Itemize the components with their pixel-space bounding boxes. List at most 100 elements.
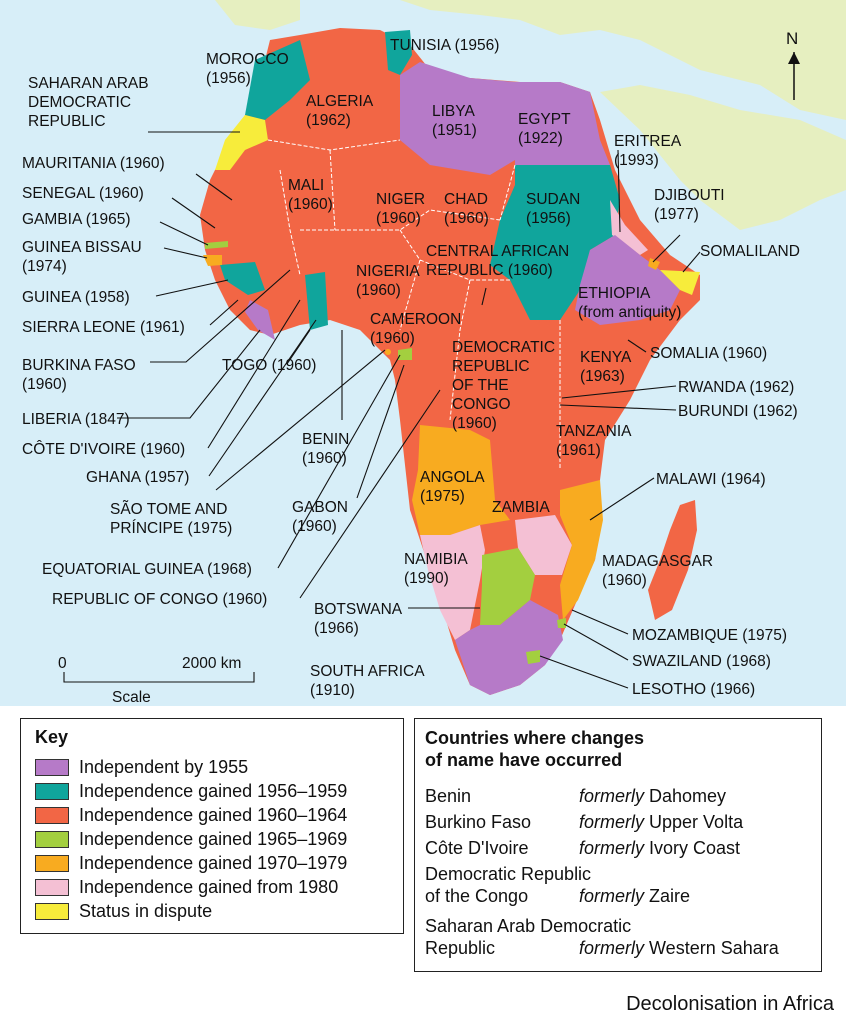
sao-tome-island [385,349,391,355]
europe-land [250,0,846,120]
current-name: Burkino Faso [425,812,532,832]
guinea-region [220,262,265,295]
label-line: SENEGAL (1960) [22,185,144,202]
label-line: (1960) [356,282,401,299]
name-changes-panel: Countries where changes of name have occ… [414,718,822,972]
sudan-region [490,165,620,320]
label-line: GUINEA BISSAU [22,239,142,256]
label-line: (1977) [654,206,699,223]
key-label: Independence gained 1960–1964 [79,804,348,825]
label-line: (1960) [376,210,421,227]
label-line: (1922) [518,130,563,147]
scale-label: Scale [112,689,151,706]
label-zambia: ZAMBIA [492,499,550,516]
label-line: (1960) [444,210,489,227]
label-lesotho: LESOTHO (1966) [632,681,755,698]
label-line: BOTSWANA [314,601,403,618]
label-line: EGYPT [518,111,571,128]
label-benin: BENIN (1960) [302,431,349,467]
name-changes-title: Countries where changes of name have occ… [425,728,645,770]
label-line: BENIN [302,431,349,448]
label-sierra-leone: SIERRA LEONE (1961) [22,319,185,336]
djibouti-region [648,258,660,270]
key-label: Status in dispute [79,900,213,921]
key-swatch [35,878,69,896]
scale-bar: 0 2000 km Scale [58,655,255,706]
label-line: REPUBLIC OF CONGO (1960) [52,591,267,608]
madagascar-region [648,500,697,620]
label-algeria: ALGERIA (1962) [306,93,374,129]
label-cote-divoire: CÔTE D'IVOIRE (1960) [22,441,185,458]
label-line: (1960) [22,376,67,393]
key-item: Independence gained 1956–1959 [35,781,347,801]
current-name: Saharan Arab Democratic Republic [425,916,632,958]
south-africa-region [455,600,563,695]
label-somaliland: SOMALILAND [700,243,800,260]
label-line: (1960) [370,330,415,347]
label-republic-of-congo: REPUBLIC OF CONGO (1960) [52,591,267,608]
current-name: Democratic Republic of the Congo [425,864,592,906]
label-line: EQUATORIAL GUINEA (1968) [42,561,252,578]
label-line: MALAWI (1964) [656,471,766,488]
label-line: MOZAMBIQUE (1975) [632,627,787,644]
label-line: OF THE [452,377,509,394]
former-name: formerly Western Sahara [579,938,779,958]
mozambique-region [560,480,603,620]
label-kenya: KENYA (1963) [580,349,632,385]
label-senegal: SENEGAL (1960) [22,185,144,202]
key-swatch [35,854,69,872]
label-line: BURKINA FASO [22,357,136,374]
label-line: CHAD [444,191,488,208]
leader-lines [117,131,701,689]
scale-zero: 0 [58,655,67,672]
label-south-africa: SOUTH AFRICA (1910) [310,663,425,699]
key-item: Independence gained 1965–1969 [35,829,347,849]
country-labels: MOROCCO (1956) TUNISIA (1956) SAHARAN ARA… [22,37,800,699]
label-chad: CHAD (1960) [444,191,489,227]
key-label: Independent by 1955 [79,756,249,777]
swaziland-region [557,618,566,628]
label-mauritania: MAURITANIA (1960) [22,155,165,172]
key-item: Independent by 1955 [35,757,248,777]
label-tunisia: TUNISIA (1956) [390,37,499,54]
former-name: formerly Upper Volta [579,812,744,832]
label-line: MOROCCO [206,51,289,68]
label-niger: NIGER (1960) [376,191,425,227]
label-line: TANZANIA [556,423,632,440]
former-name: formerly Ivory Coast [579,838,741,858]
label-line: (1960) [602,572,647,589]
key-title: Key [35,727,69,747]
label-sudan: SUDAN (1956) [526,191,580,227]
scale-distance: 2000 km [182,655,241,672]
label-line: ZAMBIA [492,499,550,516]
label-morocco: MOROCCO (1956) [206,51,289,87]
label-line: SOUTH AFRICA [310,663,425,680]
eritrea-region [610,200,648,255]
label-line: TOGO (1960) [222,357,316,374]
label-line: (1956) [526,210,571,227]
label-line: (1975) [420,488,465,505]
label-somalia: SOMALIA (1960) [650,345,767,362]
label-line: KENYA [580,349,632,366]
label-line: ANGOLA [420,469,485,486]
label-line: CAMEROON [370,311,461,328]
guinea-bissau-region [203,255,222,266]
label-botswana: BOTSWANA (1966) [314,601,403,637]
current-name: Côte D'Ivoire [425,838,529,858]
label-line: CONGO [452,396,511,413]
egypt-region [515,82,610,165]
label-line: REPUBLIC (1960) [426,262,553,279]
label-gambia: GAMBIA (1965) [22,211,131,228]
key-item: Status in dispute [35,901,212,921]
label-line: (1966) [314,620,359,637]
label-togo: TOGO (1960) [222,357,316,374]
north-arrow: N [786,29,800,100]
label-line: GABON [292,499,348,516]
label-angola: ANGOLA (1975) [420,469,485,505]
label-rwanda: RWANDA (1962) [678,379,794,396]
iberia [215,0,300,30]
key-label: Independence gained 1970–1979 [79,852,348,873]
label-ghana: GHANA (1957) [86,469,189,486]
label-drc: DEMOCRATIC REPUBLIC OF THE CONGO (1960) [452,339,555,432]
